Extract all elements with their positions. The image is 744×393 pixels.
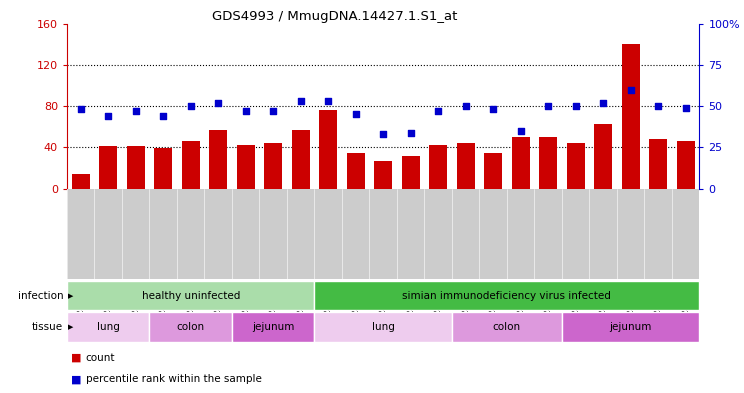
Text: simian immunodeficiency virus infected: simian immunodeficiency virus infected — [403, 291, 612, 301]
Bar — [484, 152, 502, 189]
Point — [487, 106, 499, 112]
Text: ▶: ▶ — [68, 324, 73, 330]
Bar — [99, 146, 117, 189]
Point — [570, 103, 582, 109]
Point — [432, 108, 444, 114]
Point — [460, 103, 472, 109]
Bar — [402, 156, 420, 189]
Point — [322, 98, 334, 104]
Point — [185, 103, 196, 109]
Point — [652, 103, 664, 109]
Point — [405, 129, 417, 136]
Point — [350, 111, 362, 118]
Bar — [126, 146, 144, 189]
Bar — [452, 312, 562, 342]
Bar — [347, 152, 365, 189]
Bar — [315, 281, 699, 310]
Text: jejunum: jejunum — [609, 322, 652, 332]
Bar — [292, 130, 310, 189]
Bar — [209, 130, 227, 189]
Point — [102, 113, 114, 119]
Point — [377, 131, 389, 137]
Bar — [315, 312, 452, 342]
Point — [625, 86, 637, 93]
Point — [212, 100, 224, 106]
Bar — [67, 281, 315, 310]
Text: ■: ■ — [71, 374, 81, 384]
Bar — [539, 137, 557, 189]
Text: count: count — [86, 353, 115, 363]
Bar — [512, 137, 530, 189]
Bar — [182, 141, 199, 189]
Point — [74, 106, 86, 112]
Bar — [562, 312, 699, 342]
Text: tissue: tissue — [32, 322, 63, 332]
Point — [680, 105, 692, 111]
Text: percentile rank within the sample: percentile rank within the sample — [86, 374, 261, 384]
Point — [240, 108, 251, 114]
Text: lung: lung — [97, 322, 120, 332]
Bar — [264, 143, 282, 189]
Bar — [232, 312, 315, 342]
Point — [129, 108, 141, 114]
Bar — [429, 145, 447, 189]
Text: GDS4993 / MmugDNA.14427.1.S1_at: GDS4993 / MmugDNA.14427.1.S1_at — [212, 10, 458, 23]
Text: colon: colon — [176, 322, 205, 332]
Bar — [374, 161, 392, 189]
Point — [267, 108, 279, 114]
Text: ■: ■ — [71, 353, 81, 363]
Bar — [567, 143, 585, 189]
Bar — [150, 312, 232, 342]
Bar — [650, 139, 667, 189]
Bar — [594, 124, 612, 189]
Point — [295, 98, 307, 104]
Bar — [319, 110, 337, 189]
Text: colon: colon — [493, 322, 521, 332]
Bar — [677, 141, 695, 189]
Point — [157, 113, 169, 119]
Bar — [71, 174, 89, 189]
Bar — [622, 44, 640, 189]
Bar — [457, 143, 475, 189]
Text: lung: lung — [372, 322, 394, 332]
Text: jejunum: jejunum — [252, 322, 295, 332]
Text: healthy uninfected: healthy uninfected — [141, 291, 240, 301]
Text: ▶: ▶ — [68, 293, 73, 299]
Bar — [67, 312, 150, 342]
Point — [515, 128, 527, 134]
Point — [597, 100, 609, 106]
Text: infection: infection — [18, 291, 63, 301]
Bar — [154, 149, 172, 189]
Point — [542, 103, 554, 109]
Bar — [237, 145, 254, 189]
